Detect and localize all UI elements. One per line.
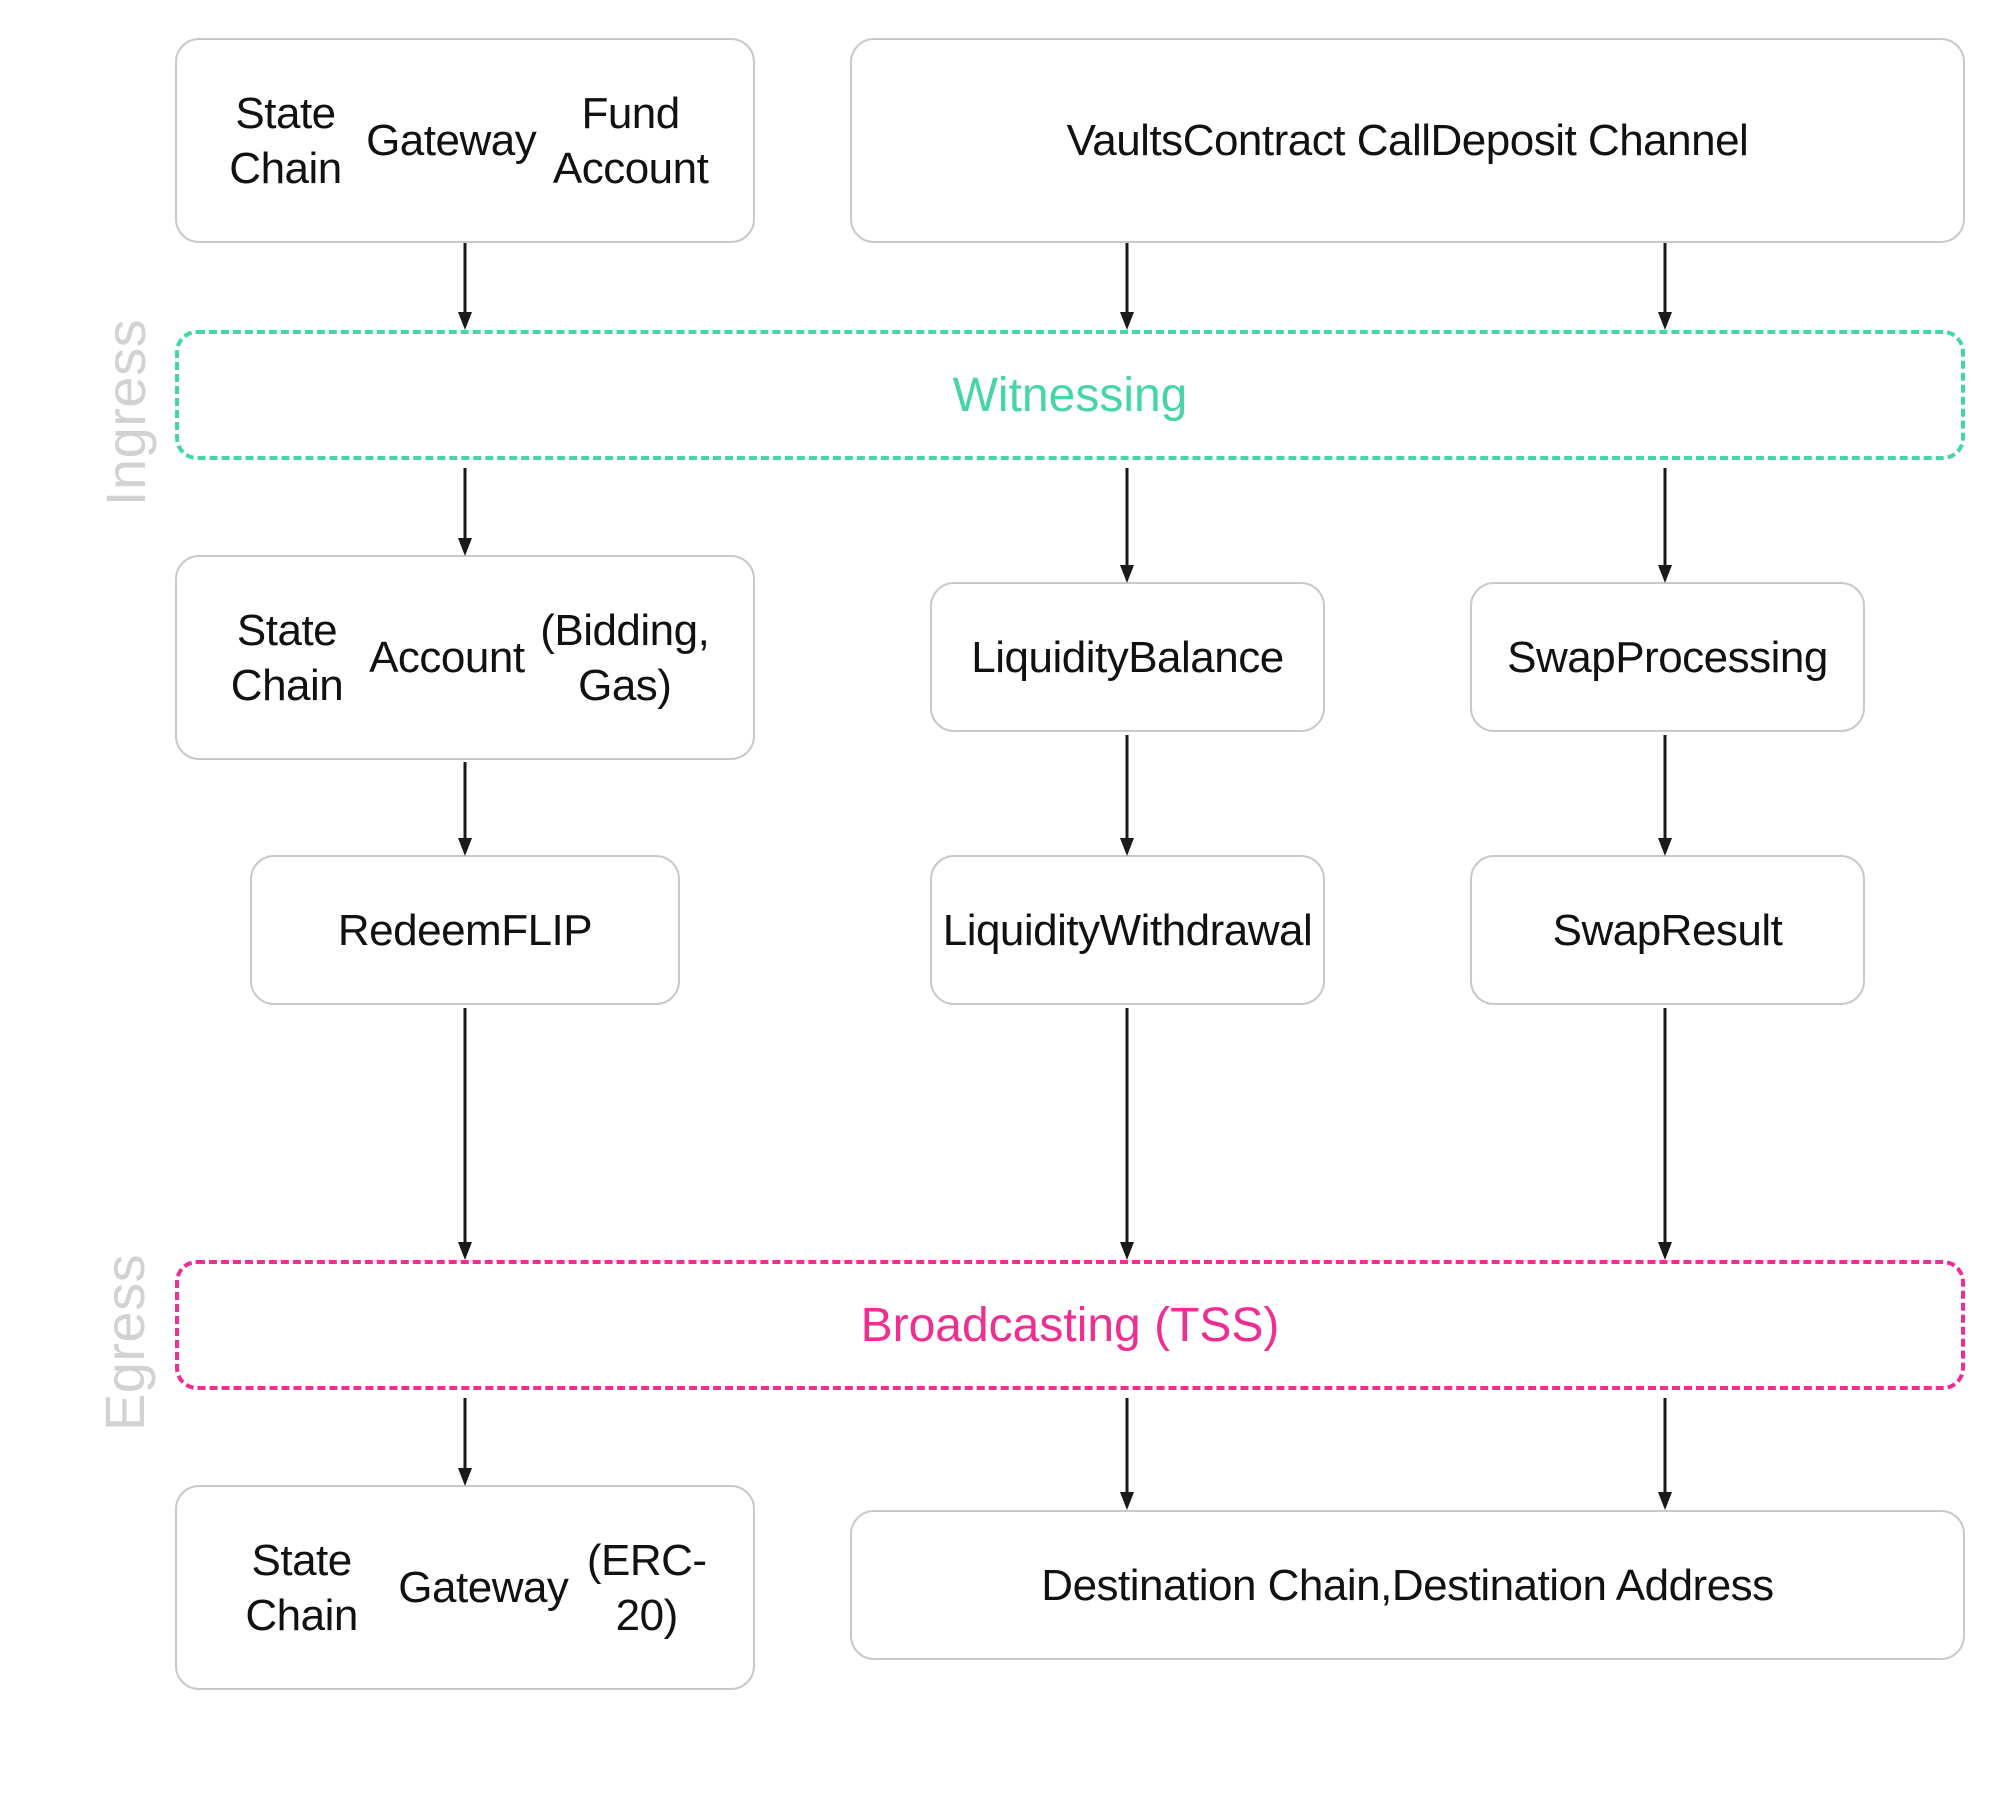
node-text-line: Deposit Channel bbox=[1431, 113, 1749, 168]
node-vaults: VaultsContract CallDeposit Channel bbox=[850, 38, 1965, 243]
node-text-line: (Bidding, Gas) bbox=[525, 603, 725, 713]
node-text-line: Vaults bbox=[1067, 113, 1183, 168]
node-redeem-flip: RedeemFLIP bbox=[250, 855, 680, 1005]
node-text-line: Gateway bbox=[398, 1560, 568, 1615]
node-sc-gateway-fund: State ChainGatewayFund Account bbox=[175, 38, 755, 243]
node-text-line: Swap bbox=[1507, 630, 1615, 685]
node-text-line: State Chain bbox=[205, 86, 366, 196]
side-label-ingress: Ingress bbox=[93, 319, 158, 506]
side-label-egress: Egress bbox=[92, 1254, 157, 1431]
broadcasting-band: Broadcasting (TSS) bbox=[175, 1260, 1965, 1390]
node-liquidity-balance: LiquidityBalance bbox=[930, 582, 1325, 732]
node-text-line: Fund Account bbox=[536, 86, 725, 196]
node-text-line: Account bbox=[369, 630, 524, 685]
node-text-line: Liquidity bbox=[943, 903, 1100, 958]
node-swap-result: SwapResult bbox=[1470, 855, 1865, 1005]
node-text-line: Liquidity bbox=[971, 630, 1128, 685]
node-text-line: Destination Chain, bbox=[1041, 1558, 1392, 1613]
node-text-line: Swap bbox=[1553, 903, 1661, 958]
node-text-line: State Chain bbox=[205, 603, 369, 713]
node-text-line: Withdrawal bbox=[1100, 903, 1313, 958]
node-text-line: Destination Address bbox=[1392, 1558, 1774, 1613]
node-text-line: (ERC-20) bbox=[568, 1533, 725, 1643]
node-destination: Destination Chain,Destination Address bbox=[850, 1510, 1965, 1660]
node-sc-account-bid: State ChainAccount(Bidding, Gas) bbox=[175, 555, 755, 760]
node-text-line: Processing bbox=[1615, 630, 1828, 685]
node-text-line: Gateway bbox=[366, 113, 536, 168]
node-swap-processing: SwapProcessing bbox=[1470, 582, 1865, 732]
node-text-line: Redeem bbox=[338, 903, 501, 958]
node-text-line: Balance bbox=[1128, 630, 1284, 685]
node-text-line: State Chain bbox=[205, 1533, 398, 1643]
node-text-line: Contract Call bbox=[1183, 113, 1431, 168]
node-text-line: FLIP bbox=[501, 903, 592, 958]
diagram-canvas: Ingress Egress Witnessing Broadcasting (… bbox=[0, 0, 2000, 1817]
node-liquidity-withdrawal: LiquidityWithdrawal bbox=[930, 855, 1325, 1005]
node-sc-gateway-erc20: State ChainGateway(ERC-20) bbox=[175, 1485, 755, 1690]
node-text-line: Result bbox=[1661, 903, 1783, 958]
witnessing-band: Witnessing bbox=[175, 330, 1965, 460]
